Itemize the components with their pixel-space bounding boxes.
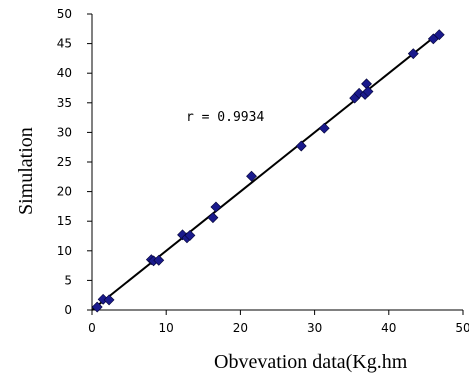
data-point: [246, 170, 257, 182]
x-tick-label: 50: [455, 321, 469, 335]
fit-line: [91, 30, 442, 311]
x-tick-label: 30: [307, 321, 322, 335]
y-tick-label: 30: [57, 125, 72, 139]
y-tick-label: 15: [57, 214, 72, 228]
y-tick-label: 35: [57, 96, 72, 110]
data-point: [210, 201, 222, 213]
y-tick-label: 0: [64, 303, 72, 317]
x-tick-label: 40: [381, 321, 396, 335]
data-point: [91, 301, 103, 313]
y-tick-label: 40: [57, 66, 72, 80]
axis-ticks: 0 10 20 30 40 50 0 5 10 15 20 25 30 35 40 45 50: [57, 7, 469, 335]
y-tick-label: 5: [64, 273, 72, 287]
y-axis-title: Simulation: [15, 127, 37, 215]
data-points: [91, 29, 445, 313]
data-point: [103, 294, 115, 306]
y-tick-label: 10: [57, 244, 72, 258]
data-point: [153, 254, 165, 266]
y-tick-label: 20: [57, 185, 72, 199]
x-axis-title: Obvevation data(Kg.hm: [214, 351, 408, 373]
data-point: [295, 140, 307, 152]
x-tick-label: 0: [88, 321, 96, 335]
y-tick-label: 45: [57, 37, 72, 51]
plot-area: 0 10 20 30 40 50 0 5 10 15 20 25 30 35 40 45 50: [57, 7, 469, 335]
y-tick-label: 50: [57, 7, 72, 21]
data-point: [362, 86, 374, 97]
data-point: [433, 29, 445, 41]
x-tick-label: 20: [233, 321, 248, 335]
data-point: [407, 48, 419, 60]
correlation-annotation: r = 0.9934: [186, 110, 264, 125]
x-tick-label: 10: [159, 321, 174, 335]
data-point: [207, 212, 219, 224]
y-tick-label: 25: [57, 155, 72, 169]
data-point: [184, 229, 196, 241]
data-point: [318, 122, 330, 134]
